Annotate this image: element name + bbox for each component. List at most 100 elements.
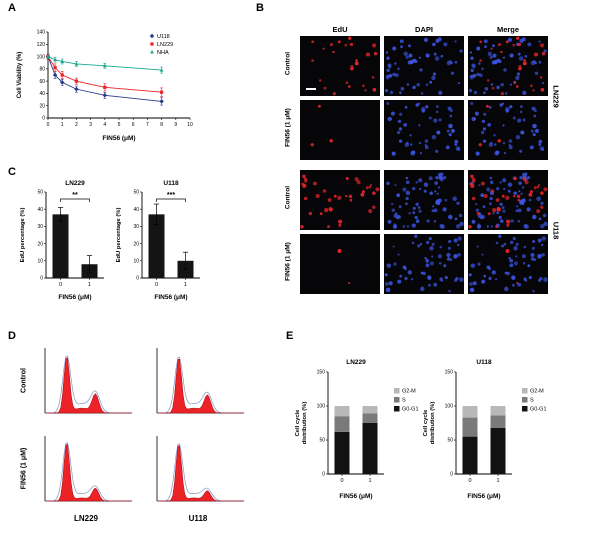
svg-text:FIN56 (μM): FIN56 (μM): [467, 493, 500, 500]
dapi-column-header: DAPI: [415, 25, 433, 34]
svg-text:30: 30: [133, 224, 139, 230]
svg-text:100: 100: [317, 404, 326, 410]
svg-text:U118: U118: [157, 34, 170, 40]
svg-text:FIN56 (μM): FIN56 (μM): [154, 294, 187, 301]
svg-text:**: **: [72, 192, 78, 199]
panel-c-label: C: [8, 166, 16, 178]
flow-col-label-ln229: LN229: [73, 514, 98, 523]
micro-ln229-control-dapi: [384, 36, 464, 96]
svg-text:0: 0: [468, 478, 471, 484]
svg-text:60: 60: [39, 79, 45, 85]
micro-u118-fin56-edu: [300, 234, 380, 294]
edu-bar-chart-u118: U118 0 10 20 30 40 50 EdU percentage (%) 0 1 *** FI…: [116, 180, 200, 301]
svg-text:0: 0: [155, 282, 158, 288]
svg-text:EdU percentage (%): EdU percentage (%): [20, 208, 26, 263]
svg-text:U118: U118: [476, 359, 492, 366]
svg-text:LN229: LN229: [65, 180, 85, 187]
svg-text:G0-G1: G0-G1: [402, 407, 419, 413]
svg-text:4: 4: [103, 122, 106, 128]
svg-text:FIN56 (μM): FIN56 (μM): [339, 493, 372, 500]
micro-ln229-control-edu: [300, 36, 380, 96]
cell-viability-line-chart: 0 20 40 60 80 100 120 140 0 1 2 3 4 5 6 7 8 9 10 Cell Viabi…: [17, 30, 193, 142]
micro-u118-control-dapi: [384, 170, 464, 230]
group-label-u118: U118: [551, 221, 561, 240]
panel-a-label: A: [8, 2, 16, 14]
svg-text:***: ***: [167, 192, 175, 199]
svg-text:20: 20: [133, 241, 139, 247]
svg-text:G0-G1: G0-G1: [530, 407, 547, 413]
svg-text:20: 20: [37, 241, 43, 247]
svg-text:LN229: LN229: [157, 42, 173, 48]
svg-text:40: 40: [39, 91, 45, 97]
micro-u118-control-merge: [468, 170, 548, 230]
micro-u118-fin56-dapi: [384, 234, 464, 294]
svg-text:S: S: [402, 398, 406, 404]
svg-text:0: 0: [40, 276, 43, 282]
svg-text:100: 100: [445, 404, 454, 410]
micro-ln229-control-merge: [468, 36, 548, 96]
svg-text:10: 10: [133, 259, 139, 265]
svg-text:6: 6: [132, 122, 135, 128]
micro-u118-fin56-merge: [468, 234, 548, 294]
micro-ln229-fin56-dapi: [384, 100, 464, 160]
svg-text:50: 50: [37, 190, 43, 196]
svg-text:8: 8: [160, 122, 163, 128]
svg-text:G2-M: G2-M: [402, 389, 416, 395]
svg-text:150: 150: [445, 370, 454, 376]
micro-ln229-fin56-merge: [468, 100, 548, 160]
flow-col-label-u118: U118: [188, 514, 208, 523]
flow-histogram-ln229-control: [44, 348, 132, 414]
svg-text:0: 0: [59, 282, 62, 288]
svg-text:EdU percentage (%): EdU percentage (%): [116, 208, 122, 263]
panel-d-label: D: [8, 330, 16, 342]
svg-text:LN229: LN229: [346, 359, 366, 366]
svg-text:9: 9: [174, 122, 177, 128]
svg-text:distribution (%): distribution (%): [430, 402, 436, 445]
svg-text:1: 1: [88, 282, 91, 288]
svg-text:80: 80: [39, 67, 45, 73]
svg-text:7: 7: [146, 122, 149, 128]
merge-column-header: Merge: [496, 25, 520, 34]
cell-cycle-stacked-chart-u118: U118 0 50 100 150 Cell cycle distribution (%) 0…: [423, 359, 547, 500]
scale-bar: [306, 88, 316, 90]
edu-column-header: EdU: [332, 25, 348, 34]
flow-histogram-u118-control: [156, 348, 244, 414]
svg-text:NHA: NHA: [157, 50, 169, 56]
svg-text:S: S: [530, 398, 534, 404]
flow-histogram-ln229-fin56: [44, 436, 132, 502]
svg-text:140: 140: [37, 30, 46, 36]
svg-text:0: 0: [450, 472, 453, 478]
micro-u118-control-edu: [300, 170, 380, 230]
svg-text:3: 3: [89, 122, 92, 128]
panel-b-label: B: [256, 2, 264, 14]
svg-text:0: 0: [340, 478, 343, 484]
svg-text:100: 100: [37, 54, 46, 60]
svg-text:1: 1: [61, 122, 64, 128]
svg-text:1: 1: [184, 282, 187, 288]
group-label-ln229: LN229: [551, 85, 561, 108]
svg-text:50: 50: [447, 438, 453, 444]
svg-text:Cell Viability (%): Cell Viability (%): [17, 52, 23, 99]
cell-cycle-stacked-chart-ln229: LN229 0 50 100 150 Cell cycle distribution (%)…: [295, 359, 419, 500]
micro-ln229-fin56-edu: [300, 100, 380, 160]
svg-text:120: 120: [37, 42, 46, 48]
svg-text:150: 150: [317, 370, 326, 376]
svg-text:0: 0: [136, 276, 139, 282]
svg-text:20: 20: [39, 103, 45, 109]
svg-text:50: 50: [133, 190, 139, 196]
svg-text:5: 5: [118, 122, 121, 128]
svg-text:FIN56 (μM): FIN56 (μM): [58, 294, 91, 301]
svg-text:0: 0: [322, 472, 325, 478]
flow-row-label-fin56: FIN56 (1 μM): [20, 447, 28, 490]
edu-bar-chart-ln229: LN229 0 10 20 30 40 50 EdU percentage (%) 0 1 ** FI…: [20, 180, 104, 301]
panel-e-label: E: [286, 330, 294, 342]
svg-text:Cell cycle: Cell cycle: [423, 409, 429, 437]
svg-text:G2-M: G2-M: [530, 389, 544, 395]
svg-text:Cell cycle: Cell cycle: [295, 409, 301, 437]
flow-histogram-u118-fin56: [156, 436, 244, 502]
svg-text:10: 10: [187, 122, 193, 128]
svg-text:40: 40: [133, 207, 139, 213]
svg-text:distribution (%): distribution (%): [302, 402, 308, 445]
svg-text:U118: U118: [163, 180, 179, 187]
